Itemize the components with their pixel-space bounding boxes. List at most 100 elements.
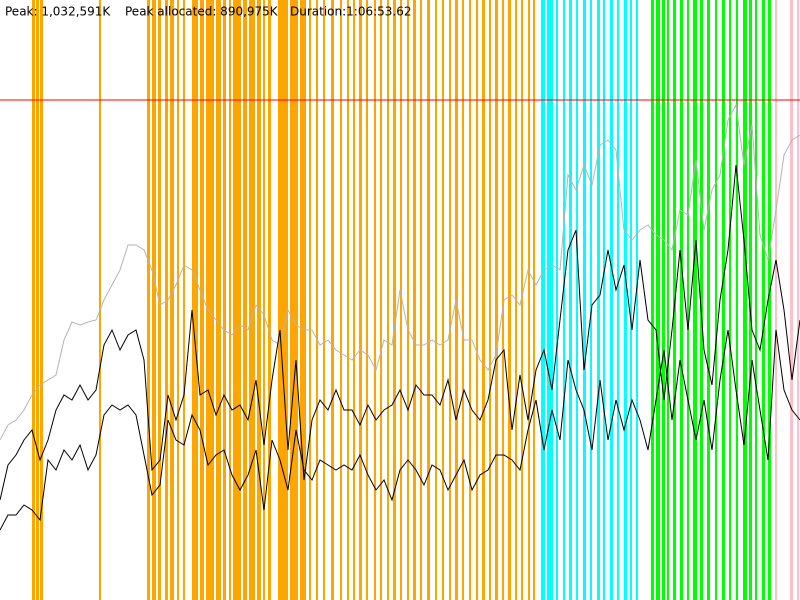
memory-lines	[0, 99, 800, 531]
event-band	[636, 0, 638, 600]
event-band	[755, 0, 757, 600]
event-band	[462, 0, 464, 600]
event-band	[667, 0, 669, 600]
event-band	[331, 0, 334, 600]
event-band	[610, 0, 613, 600]
event-band	[300, 0, 306, 600]
event-band	[278, 0, 288, 600]
event-band	[427, 0, 430, 600]
header-labels: Peak: 1,032,591K Peak allocated: 890,975…	[5, 5, 412, 19]
event-band	[249, 0, 255, 600]
event-band	[263, 0, 265, 600]
event-band	[387, 0, 389, 600]
event-band	[152, 0, 156, 600]
event-band	[547, 0, 553, 600]
event-band	[482, 0, 485, 600]
event-band	[340, 0, 342, 600]
event-bands	[32, 0, 799, 600]
event-band	[206, 0, 214, 600]
event-band	[563, 0, 565, 600]
event-band	[476, 0, 478, 600]
event-band	[617, 0, 619, 600]
event-band	[99, 0, 101, 600]
event-band	[216, 0, 221, 600]
event-band	[502, 0, 504, 600]
event-band	[693, 0, 697, 600]
event-band	[442, 0, 444, 600]
event-band	[495, 0, 498, 600]
event-band	[715, 0, 717, 600]
event-band	[374, 0, 376, 600]
event-band	[353, 0, 355, 600]
event-band	[722, 0, 725, 600]
event-band	[380, 0, 382, 600]
event-band	[200, 0, 204, 600]
event-band	[768, 0, 771, 600]
event-band	[630, 0, 632, 600]
event-band	[656, 0, 660, 600]
event-band	[533, 0, 535, 600]
event-band	[469, 0, 471, 600]
event-band	[158, 0, 161, 600]
event-band	[413, 0, 416, 600]
event-band	[590, 0, 592, 600]
event-band	[359, 0, 362, 600]
event-band	[569, 0, 572, 600]
event-band	[229, 0, 231, 600]
event-band	[223, 0, 226, 600]
event-band	[603, 0, 605, 600]
event-band	[680, 0, 683, 600]
event-band	[528, 0, 530, 600]
event-band	[233, 0, 241, 600]
event-band	[268, 0, 271, 600]
event-band	[407, 0, 409, 600]
event-band	[624, 0, 627, 600]
event-band	[183, 0, 185, 600]
event-band	[583, 0, 586, 600]
event-band	[36, 0, 39, 600]
event-band	[420, 0, 422, 600]
event-band	[700, 0, 703, 600]
memory-line	[0, 103, 800, 441]
duration-label: Duration:1:06:53.62	[290, 5, 412, 19]
event-band	[165, 0, 168, 600]
memory-line	[0, 329, 800, 531]
event-band	[762, 0, 765, 600]
event-band	[797, 0, 799, 600]
event-band	[736, 0, 738, 600]
event-band	[435, 0, 437, 600]
event-band	[449, 0, 451, 600]
event-band	[400, 0, 402, 600]
event-band	[541, 0, 545, 600]
event-band	[192, 0, 198, 600]
event-band	[556, 0, 558, 600]
event-band	[290, 0, 298, 600]
peak-label: Peak: 1,032,591K	[5, 5, 111, 19]
event-band	[177, 0, 179, 600]
event-band	[316, 0, 318, 600]
event-band	[257, 0, 261, 600]
event-band	[40, 0, 43, 600]
event-band	[323, 0, 325, 600]
event-band	[576, 0, 578, 600]
event-band	[347, 0, 349, 600]
event-band	[508, 0, 511, 600]
event-band	[243, 0, 247, 600]
peak-allocated-label: Peak allocated: 890,975K	[125, 5, 279, 19]
event-band	[790, 0, 793, 600]
event-band	[597, 0, 600, 600]
event-band	[366, 0, 368, 600]
event-band	[775, 0, 777, 600]
event-band	[489, 0, 491, 600]
event-band	[651, 0, 654, 600]
event-band	[743, 0, 747, 600]
event-band	[521, 0, 523, 600]
event-band	[393, 0, 396, 600]
event-band	[749, 0, 752, 600]
event-band	[729, 0, 731, 600]
event-band	[309, 0, 311, 600]
event-band	[707, 0, 710, 600]
event-band	[662, 0, 665, 600]
